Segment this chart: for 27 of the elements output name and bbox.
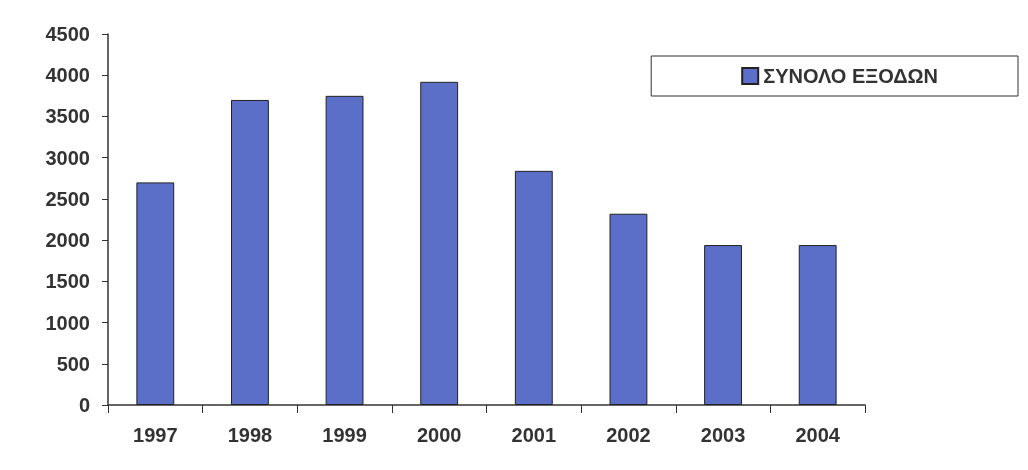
y-tick-label: 3500 [45,105,90,128]
x-tick-label: 1997 [133,424,178,446]
y-tick-label: 4500 [45,23,90,45]
y-tick-label: 3000 [45,146,90,169]
bar [798,245,837,405]
bar [704,245,742,405]
x-tick-label: 2003 [700,424,746,446]
bar [609,213,648,405]
y-tick-label: 500 [56,352,90,375]
x-tick-label: 2004 [795,424,841,446]
y-tick-label: 1000 [45,311,90,334]
y-tick-label: 2000 [45,229,90,252]
y-tick-label: 1500 [45,270,90,293]
x-tick-label: 1998 [227,424,273,446]
x-tick-label: 1999 [322,424,367,446]
bar [325,95,364,405]
bar [420,81,459,405]
y-tick-label: 2500 [45,187,90,210]
legend-label: ΣΥΝΟΛΟ ΕΞΟΔΩΝ [763,65,939,87]
x-tick-label: 2002 [606,424,651,446]
bar [514,170,553,405]
x-tick-label: 2000 [416,424,462,446]
bar [136,182,175,405]
y-tick-label: 0 [78,394,90,416]
x-tick-label: 2001 [511,424,557,446]
bar [231,99,269,405]
y-tick-label: 4000 [45,64,90,87]
